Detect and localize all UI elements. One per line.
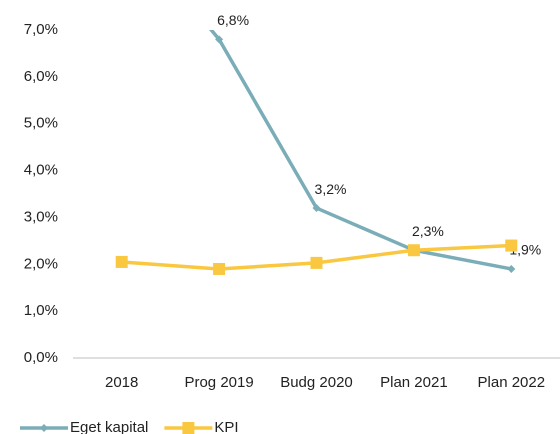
x-tick-label: Plan 2021 — [380, 374, 448, 391]
y-tick-label: 7,0% — [24, 21, 58, 38]
marker — [310, 256, 323, 269]
data-label: 6,8% — [217, 12, 249, 28]
marker — [407, 244, 420, 257]
y-tick-label: 6,0% — [24, 68, 58, 85]
marker — [312, 204, 321, 213]
marker — [215, 35, 224, 44]
y-tick-label: 1,0% — [24, 302, 58, 319]
y-tick-label: 2,0% — [24, 255, 58, 272]
marker — [213, 262, 226, 275]
legend-label: Eget kapital — [70, 419, 148, 434]
legend-marker — [40, 424, 48, 432]
data-label: 2,3% — [412, 223, 444, 239]
legend-marker — [182, 422, 195, 434]
x-tick-label: 2018 — [105, 374, 138, 391]
x-tick-label: Prog 2019 — [184, 374, 253, 391]
y-tick-label: 0,0% — [24, 349, 58, 366]
marker — [115, 255, 128, 268]
y-tick-label: 3,0% — [24, 208, 58, 225]
legend-label: KPI — [214, 419, 238, 434]
marker — [507, 264, 516, 273]
data-label: 1,9% — [509, 242, 541, 258]
marker — [505, 239, 518, 252]
y-tick-label: 5,0% — [24, 115, 58, 132]
y-tick-label: 4,0% — [24, 162, 58, 179]
x-tick-label: Plan 2022 — [478, 374, 546, 391]
series — [115, 239, 518, 275]
x-tick-label: Budg 2020 — [280, 374, 353, 391]
series — [209, 30, 516, 273]
data-label: 3,2% — [315, 181, 347, 197]
line — [209, 30, 512, 271]
